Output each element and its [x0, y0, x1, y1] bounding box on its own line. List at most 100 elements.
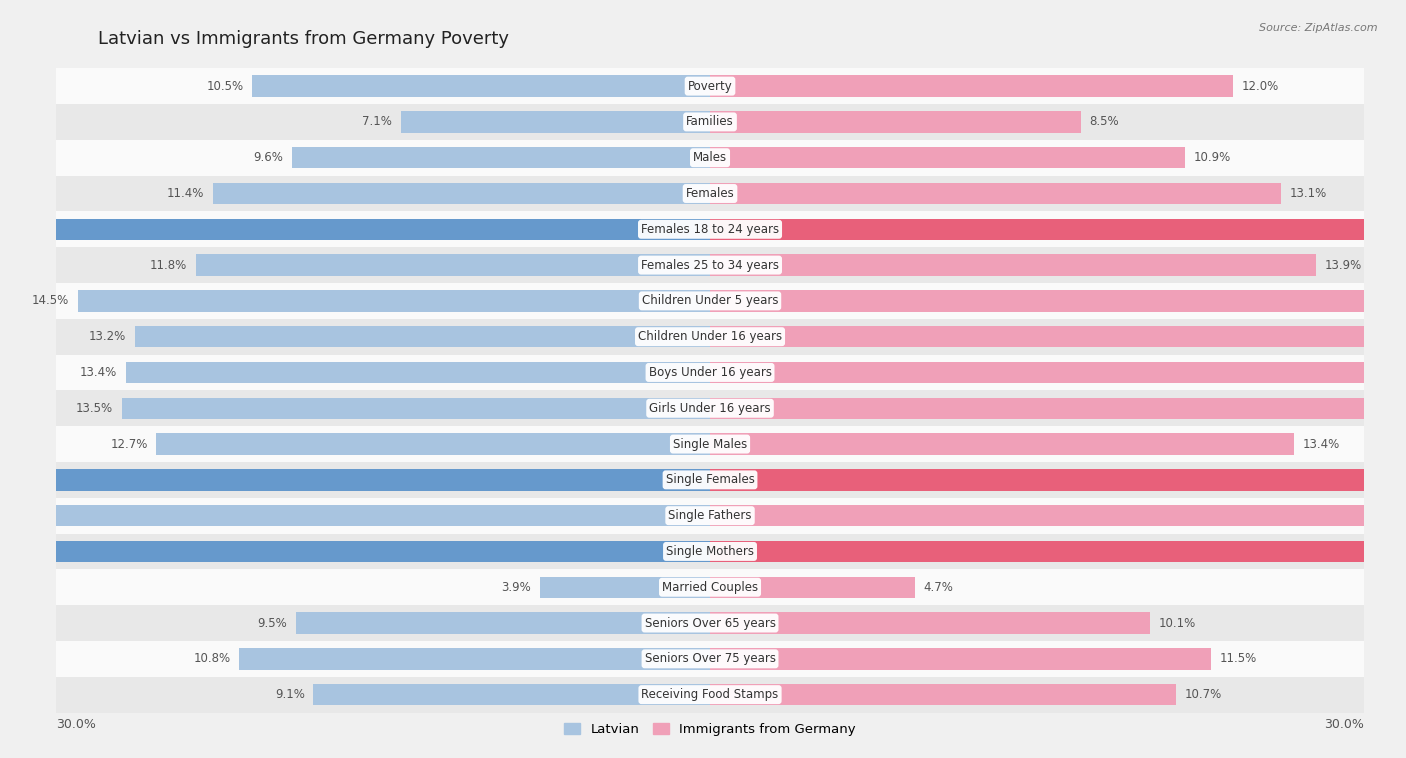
Bar: [710, 540, 1406, 562]
Text: 9.1%: 9.1%: [274, 688, 305, 701]
Bar: [56, 426, 1364, 462]
Bar: [291, 147, 710, 168]
Bar: [540, 577, 710, 598]
Bar: [56, 247, 1364, 283]
Bar: [56, 462, 1364, 498]
Bar: [295, 612, 710, 634]
Bar: [214, 183, 710, 204]
Text: 30.0%: 30.0%: [1324, 718, 1364, 731]
Bar: [710, 612, 1150, 634]
Text: 9.6%: 9.6%: [253, 151, 283, 164]
Bar: [710, 255, 1316, 276]
Bar: [710, 75, 1233, 97]
Text: 13.1%: 13.1%: [1289, 187, 1327, 200]
Text: 10.5%: 10.5%: [207, 80, 243, 92]
Bar: [135, 326, 710, 347]
Bar: [56, 677, 1364, 713]
Bar: [253, 75, 710, 97]
Text: Single Females: Single Females: [665, 473, 755, 487]
Text: 13.4%: 13.4%: [1303, 437, 1340, 450]
Text: Males: Males: [693, 151, 727, 164]
Bar: [710, 577, 915, 598]
Bar: [314, 684, 710, 706]
Text: 4.7%: 4.7%: [924, 581, 953, 594]
Bar: [710, 218, 1406, 240]
Bar: [0, 469, 710, 490]
Text: Latvian vs Immigrants from Germany Poverty: Latvian vs Immigrants from Germany Pover…: [98, 30, 509, 49]
Bar: [710, 684, 1177, 706]
Bar: [710, 290, 1406, 312]
Bar: [710, 397, 1406, 419]
Text: 10.7%: 10.7%: [1185, 688, 1222, 701]
Bar: [710, 111, 1080, 133]
Text: Girls Under 16 years: Girls Under 16 years: [650, 402, 770, 415]
Text: 10.9%: 10.9%: [1194, 151, 1232, 164]
Bar: [56, 534, 1364, 569]
Bar: [56, 176, 1364, 211]
Text: 9.5%: 9.5%: [257, 616, 287, 630]
Text: Females: Females: [686, 187, 734, 200]
Text: 11.4%: 11.4%: [167, 187, 204, 200]
Text: 13.9%: 13.9%: [1324, 258, 1362, 271]
Text: Families: Families: [686, 115, 734, 128]
Bar: [56, 390, 1364, 426]
Bar: [710, 505, 1406, 526]
Bar: [401, 111, 710, 133]
Bar: [56, 498, 1364, 534]
Bar: [56, 283, 1364, 319]
Text: Single Fathers: Single Fathers: [668, 509, 752, 522]
Text: Females 18 to 24 years: Females 18 to 24 years: [641, 223, 779, 236]
Text: Single Mothers: Single Mothers: [666, 545, 754, 558]
Text: 13.4%: 13.4%: [80, 366, 117, 379]
Text: Receiving Food Stamps: Receiving Food Stamps: [641, 688, 779, 701]
Bar: [710, 147, 1185, 168]
Text: Source: ZipAtlas.com: Source: ZipAtlas.com: [1260, 23, 1378, 33]
Bar: [56, 68, 1364, 104]
Bar: [156, 434, 710, 455]
Text: 10.8%: 10.8%: [194, 653, 231, 666]
Text: 13.5%: 13.5%: [76, 402, 112, 415]
Text: Children Under 5 years: Children Under 5 years: [641, 294, 779, 308]
Text: 10.1%: 10.1%: [1159, 616, 1197, 630]
Bar: [56, 319, 1364, 355]
Bar: [0, 505, 710, 526]
Bar: [56, 569, 1364, 605]
Text: Children Under 16 years: Children Under 16 years: [638, 330, 782, 343]
Text: Single Males: Single Males: [673, 437, 747, 450]
Text: 13.2%: 13.2%: [89, 330, 127, 343]
Bar: [127, 362, 710, 384]
Bar: [195, 255, 710, 276]
Bar: [710, 362, 1406, 384]
Text: 11.8%: 11.8%: [150, 258, 187, 271]
Bar: [122, 397, 710, 419]
Text: 7.1%: 7.1%: [361, 115, 392, 128]
Text: 3.9%: 3.9%: [502, 581, 531, 594]
Text: Married Couples: Married Couples: [662, 581, 758, 594]
Bar: [56, 211, 1364, 247]
Bar: [239, 648, 710, 669]
Text: Seniors Over 75 years: Seniors Over 75 years: [644, 653, 776, 666]
Bar: [56, 641, 1364, 677]
Text: 11.5%: 11.5%: [1220, 653, 1257, 666]
Bar: [0, 540, 710, 562]
Bar: [710, 434, 1294, 455]
Bar: [56, 139, 1364, 176]
Bar: [79, 290, 710, 312]
Bar: [710, 648, 1212, 669]
Text: 30.0%: 30.0%: [56, 718, 96, 731]
Bar: [710, 469, 1406, 490]
Text: 14.5%: 14.5%: [32, 294, 69, 308]
Text: Females 25 to 34 years: Females 25 to 34 years: [641, 258, 779, 271]
Legend: Latvian, Immigrants from Germany: Latvian, Immigrants from Germany: [560, 717, 860, 741]
Text: Poverty: Poverty: [688, 80, 733, 92]
Bar: [56, 104, 1364, 139]
Bar: [710, 326, 1399, 347]
Text: Seniors Over 65 years: Seniors Over 65 years: [644, 616, 776, 630]
Text: 12.7%: 12.7%: [111, 437, 148, 450]
Text: 12.0%: 12.0%: [1241, 80, 1279, 92]
Bar: [56, 605, 1364, 641]
Bar: [56, 355, 1364, 390]
Bar: [0, 218, 710, 240]
Text: 8.5%: 8.5%: [1090, 115, 1119, 128]
Text: Boys Under 16 years: Boys Under 16 years: [648, 366, 772, 379]
